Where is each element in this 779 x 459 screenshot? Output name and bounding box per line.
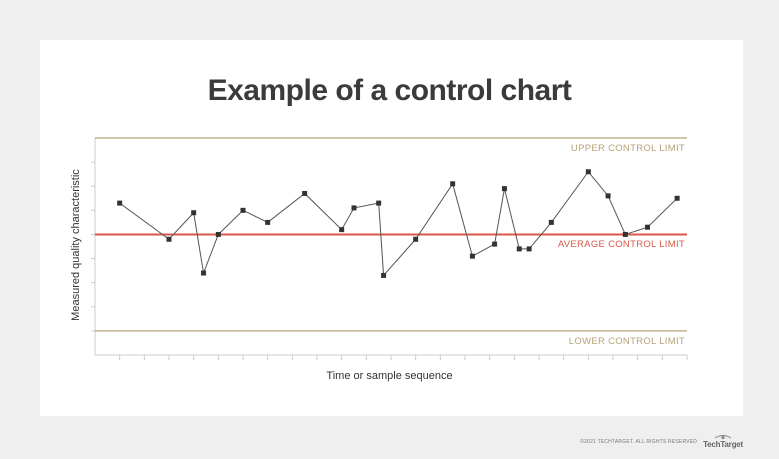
upper-control-limit-label: UPPER CONTROL LIMIT [570,143,685,154]
x-axis-label: Time or sample sequence [326,370,453,382]
data-point [302,190,308,196]
data-point [381,272,387,278]
series-line [119,170,678,277]
brand-name: TechTarget [703,440,743,449]
data-point [548,219,554,225]
footer: ©2021 TECHTARGET. ALL RIGHTS RESERVED Te… [580,434,743,449]
data-point [645,224,651,230]
chart-title: Example of a control chart [207,74,572,107]
data-point [526,246,532,252]
data-point [166,236,172,242]
data-point [376,200,382,206]
chart-card [40,40,743,416]
data-point [117,200,123,206]
data-point [469,253,475,259]
data-point [413,236,419,242]
eye-icon [714,435,732,440]
data-point [265,219,271,225]
data-point [450,181,456,187]
data-point [622,231,628,237]
copyright-text: ©2021 TECHTARGET. ALL RIGHTS RESERVED [580,438,698,445]
data-point [674,195,680,201]
data-point [191,210,197,216]
data-point [492,241,498,247]
brand-logo: TechTarget [703,434,743,449]
data-point [501,186,507,192]
data-point [215,231,221,237]
data-point [585,169,591,175]
data-point [339,227,345,233]
data-point [201,270,207,276]
average-control-limit-label: AVERAGE CONTROL LIMIT [557,239,685,250]
y-axis-label: Measured quality characteristic [70,169,82,321]
data-point [516,246,522,252]
lower-control-limit-label: LOWER CONTROL LIMIT [568,336,685,347]
data-point [240,207,246,213]
data-point [605,193,611,199]
data-point [351,205,357,211]
